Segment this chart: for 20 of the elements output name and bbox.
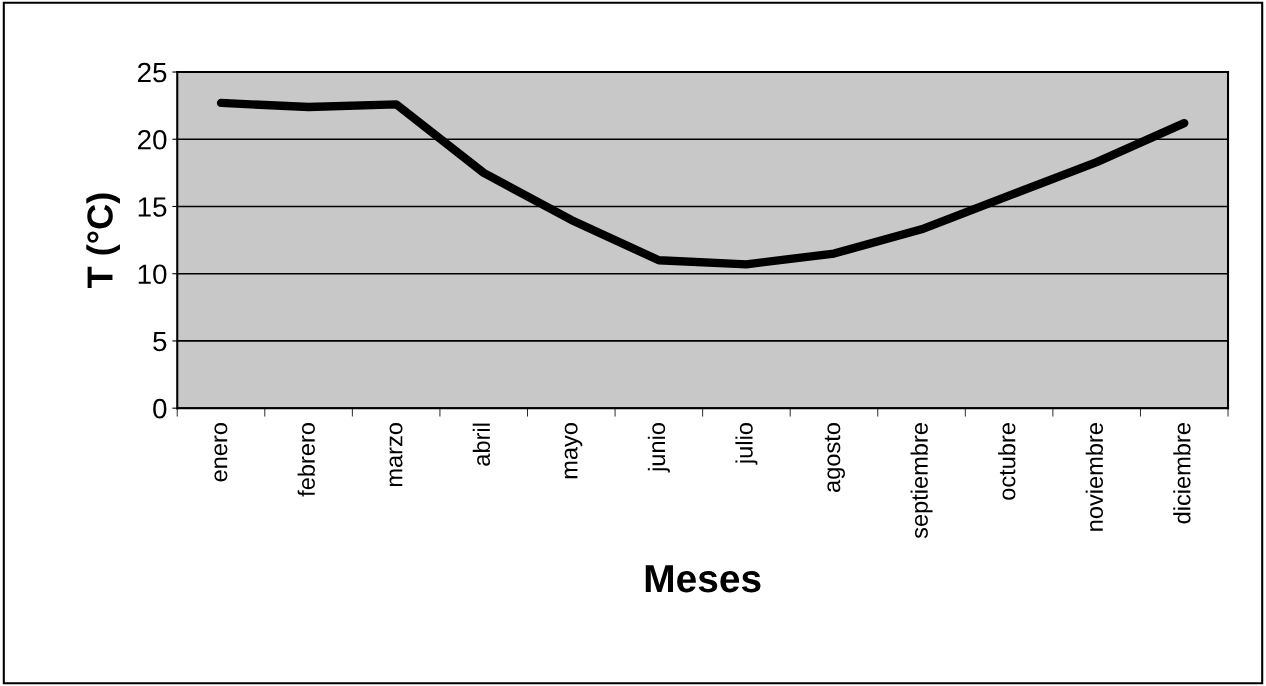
y-tick-label: 5 [153,331,167,352]
x-tick-label: diciembre [1173,423,1191,524]
x-tick-label: julio [735,423,758,465]
x-tick-label: octubre [998,423,1016,500]
x-axis-title: Meses [645,565,761,593]
y-tick-label: 10 [138,264,167,285]
y-tick-label: 15 [138,197,167,217]
x-tick-label: noviembre [1085,423,1104,531]
y-tick-label: 20 [138,129,167,150]
x-tick-label: febrero [297,423,315,497]
y-axis-title: T (°C) [86,193,120,289]
x-tick-label: mayo [564,423,583,479]
y-tick-label: 25 [138,62,167,83]
y-tick-label: 0 [153,398,167,419]
x-tick-label: marzo [389,423,403,487]
x-tick-label: abril [472,423,491,466]
x-tick-label: septiembre [910,423,933,539]
x-tick-label: junio [647,423,670,473]
x-tick-label: enero [214,423,228,482]
x-tick-label: agosto [824,423,845,492]
